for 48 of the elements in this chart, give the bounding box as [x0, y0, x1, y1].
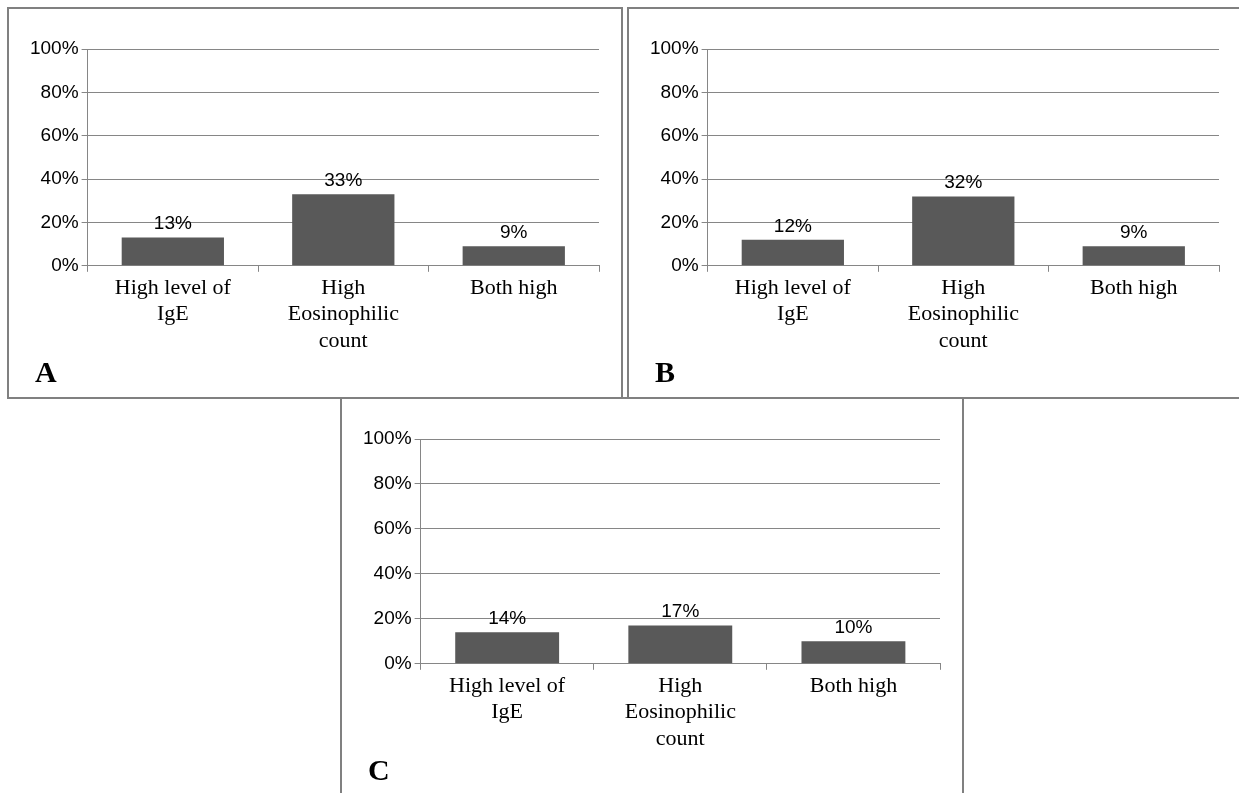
- text: B: [655, 355, 676, 389]
- y-tick-label: 100%: [362, 427, 412, 449]
- y-tick-label: 0%: [671, 254, 699, 276]
- text: A: [35, 355, 57, 389]
- bar: [801, 641, 906, 664]
- x-tick-label: Both high: [470, 273, 558, 299]
- x-tick-label: High level of IgE: [449, 671, 566, 724]
- x-tick-label: High Eosinophilic count: [907, 273, 1020, 352]
- text: C: [368, 753, 390, 787]
- bar: [1082, 246, 1185, 266]
- y-tick-label: 20%: [373, 607, 412, 629]
- x-tick-label: High level of IgE: [114, 273, 232, 326]
- y-tick-label: 100%: [649, 37, 699, 59]
- bar: [741, 239, 844, 266]
- data-label: 13%: [153, 212, 192, 234]
- x-tick-label: Both high: [1090, 273, 1178, 299]
- data-label: 9%: [1120, 221, 1148, 243]
- y-tick-label: 100%: [29, 37, 79, 59]
- data-label: 32%: [944, 171, 983, 193]
- bar: [455, 632, 560, 664]
- x-tick-label: High Eosinophilic count: [287, 273, 400, 352]
- y-tick-label: 60%: [373, 517, 412, 539]
- bar: [292, 194, 395, 266]
- data-label: 12%: [773, 214, 812, 236]
- y-tick-label: 60%: [40, 123, 79, 145]
- y-tick-label: 80%: [40, 80, 79, 102]
- y-tick-label: 0%: [384, 652, 412, 674]
- data-label: 14%: [488, 607, 527, 629]
- y-tick-label: 40%: [660, 167, 699, 189]
- y-tick-label: 0%: [51, 254, 79, 276]
- y-tick-label: 20%: [660, 210, 699, 232]
- bar: [462, 246, 565, 266]
- data-label: 9%: [500, 221, 528, 243]
- bar: [912, 196, 1015, 266]
- data-label: 33%: [324, 168, 363, 190]
- y-tick-label: 20%: [40, 210, 79, 232]
- x-tick-label: High Eosinophilic count: [624, 671, 737, 750]
- y-tick-label: 80%: [373, 472, 412, 494]
- y-tick-label: 40%: [40, 167, 79, 189]
- y-tick-label: 80%: [660, 80, 699, 102]
- x-tick-label: Both high: [809, 671, 898, 697]
- data-label: 10%: [834, 616, 873, 638]
- bar: [628, 625, 733, 664]
- bar: [121, 237, 224, 266]
- x-tick-label: High level of IgE: [734, 273, 852, 326]
- y-tick-label: 40%: [373, 562, 412, 584]
- y-tick-label: 60%: [660, 123, 699, 145]
- data-label: 17%: [661, 600, 700, 622]
